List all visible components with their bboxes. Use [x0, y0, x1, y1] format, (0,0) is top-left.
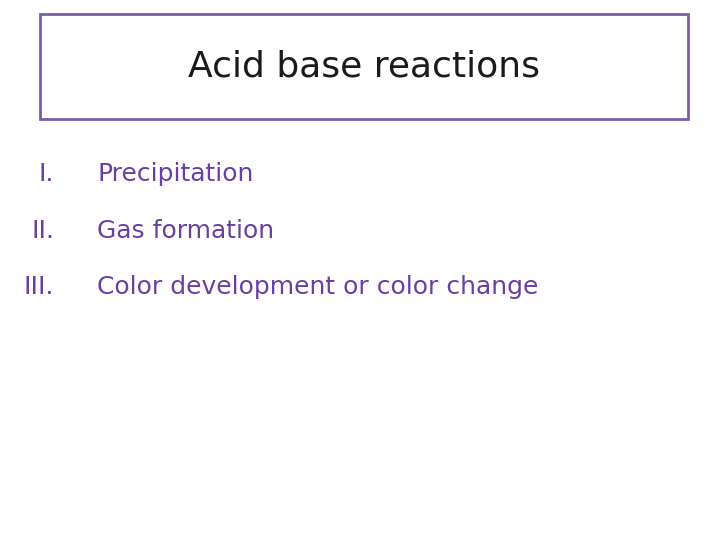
Text: Acid base reactions: Acid base reactions [188, 49, 539, 83]
Text: Gas formation: Gas formation [97, 219, 274, 242]
Text: II.: II. [31, 219, 54, 242]
Text: I.: I. [38, 162, 54, 186]
Text: III.: III. [24, 275, 54, 299]
Text: Color development or color change: Color development or color change [97, 275, 539, 299]
Text: Precipitation: Precipitation [97, 162, 253, 186]
FancyBboxPatch shape [40, 14, 688, 119]
